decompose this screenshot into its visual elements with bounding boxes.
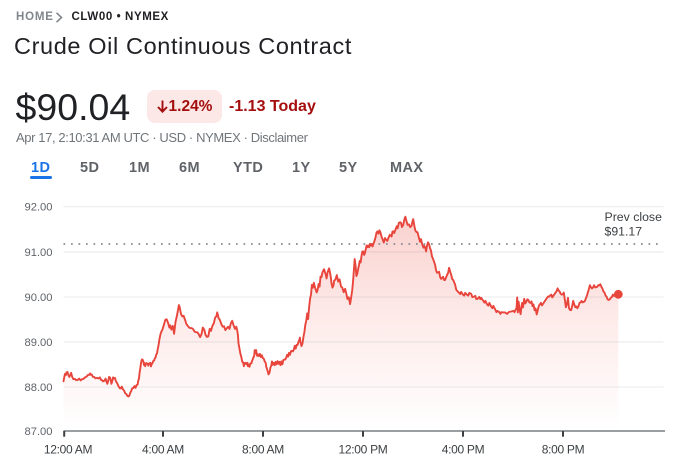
svg-text:88.00: 88.00 bbox=[25, 382, 53, 394]
svg-text:89.00: 89.00 bbox=[25, 337, 53, 349]
svg-text:92.00: 92.00 bbox=[25, 202, 53, 214]
svg-text:Prev close: Prev close bbox=[605, 210, 663, 224]
svg-text:8:00 AM: 8:00 AM bbox=[242, 443, 284, 457]
svg-text:8:00 PM: 8:00 PM bbox=[542, 443, 585, 457]
svg-text:4:00 PM: 4:00 PM bbox=[442, 443, 485, 457]
svg-text:$91.17: $91.17 bbox=[605, 225, 643, 239]
svg-text:87.00: 87.00 bbox=[25, 426, 53, 438]
svg-text:90.00: 90.00 bbox=[25, 292, 53, 304]
svg-text:12:00 PM: 12:00 PM bbox=[339, 443, 388, 457]
svg-text:12:00 AM: 12:00 AM bbox=[44, 443, 93, 457]
svg-text:4:00 AM: 4:00 AM bbox=[142, 443, 184, 457]
svg-text:91.00: 91.00 bbox=[25, 247, 53, 259]
